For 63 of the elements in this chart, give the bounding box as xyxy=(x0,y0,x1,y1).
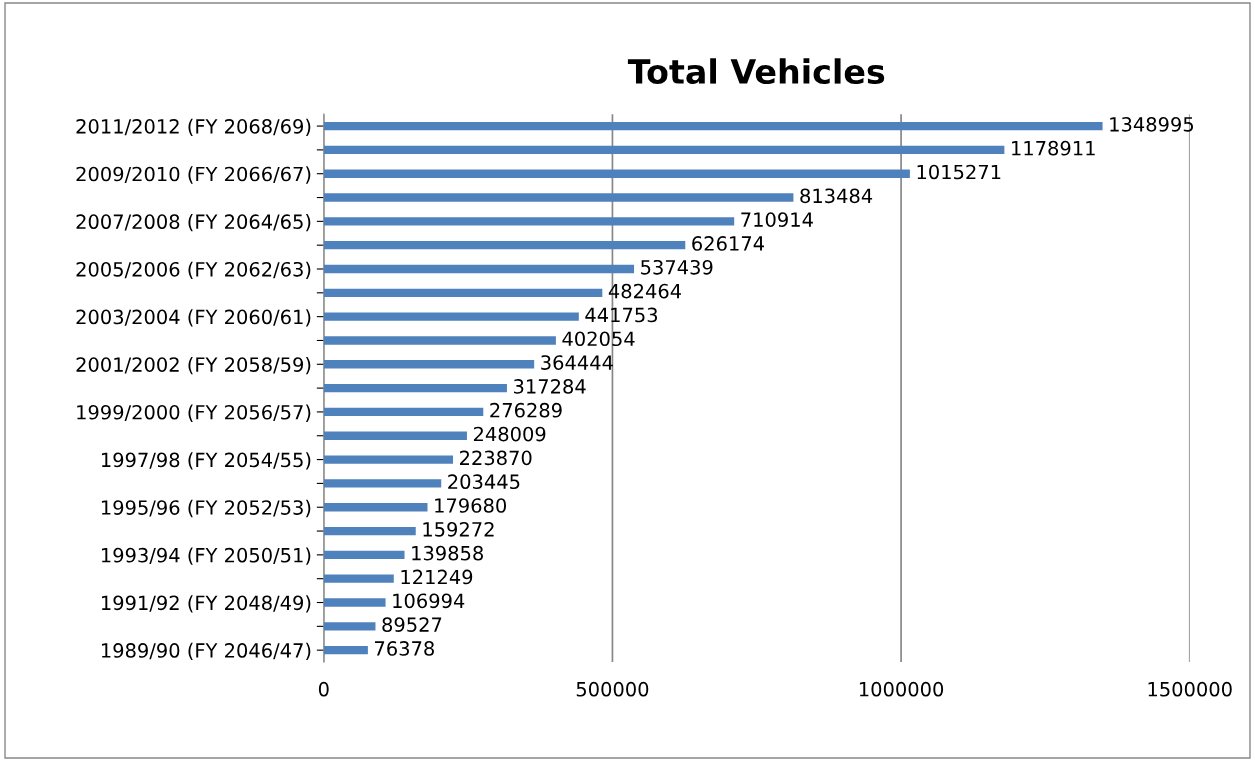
y-tick-label: 2001/2002 (FY 2058/59) xyxy=(76,356,311,375)
bar xyxy=(323,360,535,369)
data-label: 441753 xyxy=(585,307,658,323)
data-label: 402054 xyxy=(562,331,635,347)
data-label: 248009 xyxy=(473,426,546,442)
data-label: 203445 xyxy=(448,474,520,490)
bar xyxy=(323,455,454,464)
data-label: 223870 xyxy=(460,450,532,466)
bar xyxy=(323,407,484,417)
bar xyxy=(323,312,579,321)
y-tick-label: 2005/2006 (FY 2062/63) xyxy=(76,261,311,279)
data-label: 710914 xyxy=(741,212,813,227)
y-tick-label: 1989/90 (FY 2046/47) xyxy=(101,642,311,661)
y-tick-label: 1991/92 (FY 2048/49) xyxy=(101,595,311,613)
y-tick-label: 1997/98 (FY 2054/55) xyxy=(101,452,311,470)
data-label: 1178911 xyxy=(1012,140,1095,156)
y-tick-label: 1999/2000 (FY 2056/57) xyxy=(77,404,311,422)
data-label: 139858 xyxy=(412,545,483,561)
bar xyxy=(323,431,467,440)
y-tick-label: 2003/2004 (FY 2060/61) xyxy=(76,309,311,327)
bar xyxy=(323,288,603,297)
bar xyxy=(323,121,1103,131)
bar xyxy=(323,645,368,655)
data-label: 106994 xyxy=(393,593,465,609)
bar xyxy=(323,241,686,250)
data-label: 317284 xyxy=(514,379,586,394)
data-label: 159272 xyxy=(423,521,494,537)
x-tick-label: 0 xyxy=(318,681,329,697)
y-tick-label: 2009/2010 (FY 2066/67) xyxy=(76,166,311,184)
chart-title: Total Vehicles xyxy=(627,58,885,85)
data-label: 813484 xyxy=(800,188,873,204)
bar xyxy=(323,503,428,512)
data-label: 482464 xyxy=(608,283,682,299)
bar xyxy=(323,622,376,631)
data-label: 364444 xyxy=(541,355,613,370)
data-label: 537439 xyxy=(641,259,713,275)
x-tick-label: 1000000 xyxy=(859,681,944,697)
data-label: 179680 xyxy=(435,498,507,513)
data-label: 89527 xyxy=(382,617,442,632)
bar xyxy=(323,264,635,274)
y-tick-label: 1995/96 (FY 2052/53) xyxy=(101,499,311,518)
y-tick-label: 2007/2008 (FY 2064/65) xyxy=(76,213,311,232)
bar xyxy=(323,169,910,178)
y-tick-label: 2011/2012 (FY 2068/69) xyxy=(76,118,311,137)
y-tick-label: 1993/94 (FY 2050/51) xyxy=(101,547,311,565)
data-label: 276289 xyxy=(490,402,562,418)
bar xyxy=(323,526,416,536)
bar xyxy=(323,217,735,226)
bar xyxy=(323,598,386,607)
bar xyxy=(323,550,405,560)
bar xyxy=(323,574,394,583)
x-tick-label: 1500000 xyxy=(1148,681,1232,697)
data-label: 1015271 xyxy=(917,164,1001,180)
bar xyxy=(323,193,794,202)
bar xyxy=(323,145,1005,155)
bar xyxy=(323,383,507,393)
bar xyxy=(323,479,442,488)
data-label: 121249 xyxy=(401,569,473,585)
x-tick-label: 500000 xyxy=(576,681,649,697)
data-label: 76378 xyxy=(375,641,434,656)
bar xyxy=(323,336,556,345)
data-label: 626174 xyxy=(692,236,764,251)
data-label: 1348995 xyxy=(1110,117,1194,132)
